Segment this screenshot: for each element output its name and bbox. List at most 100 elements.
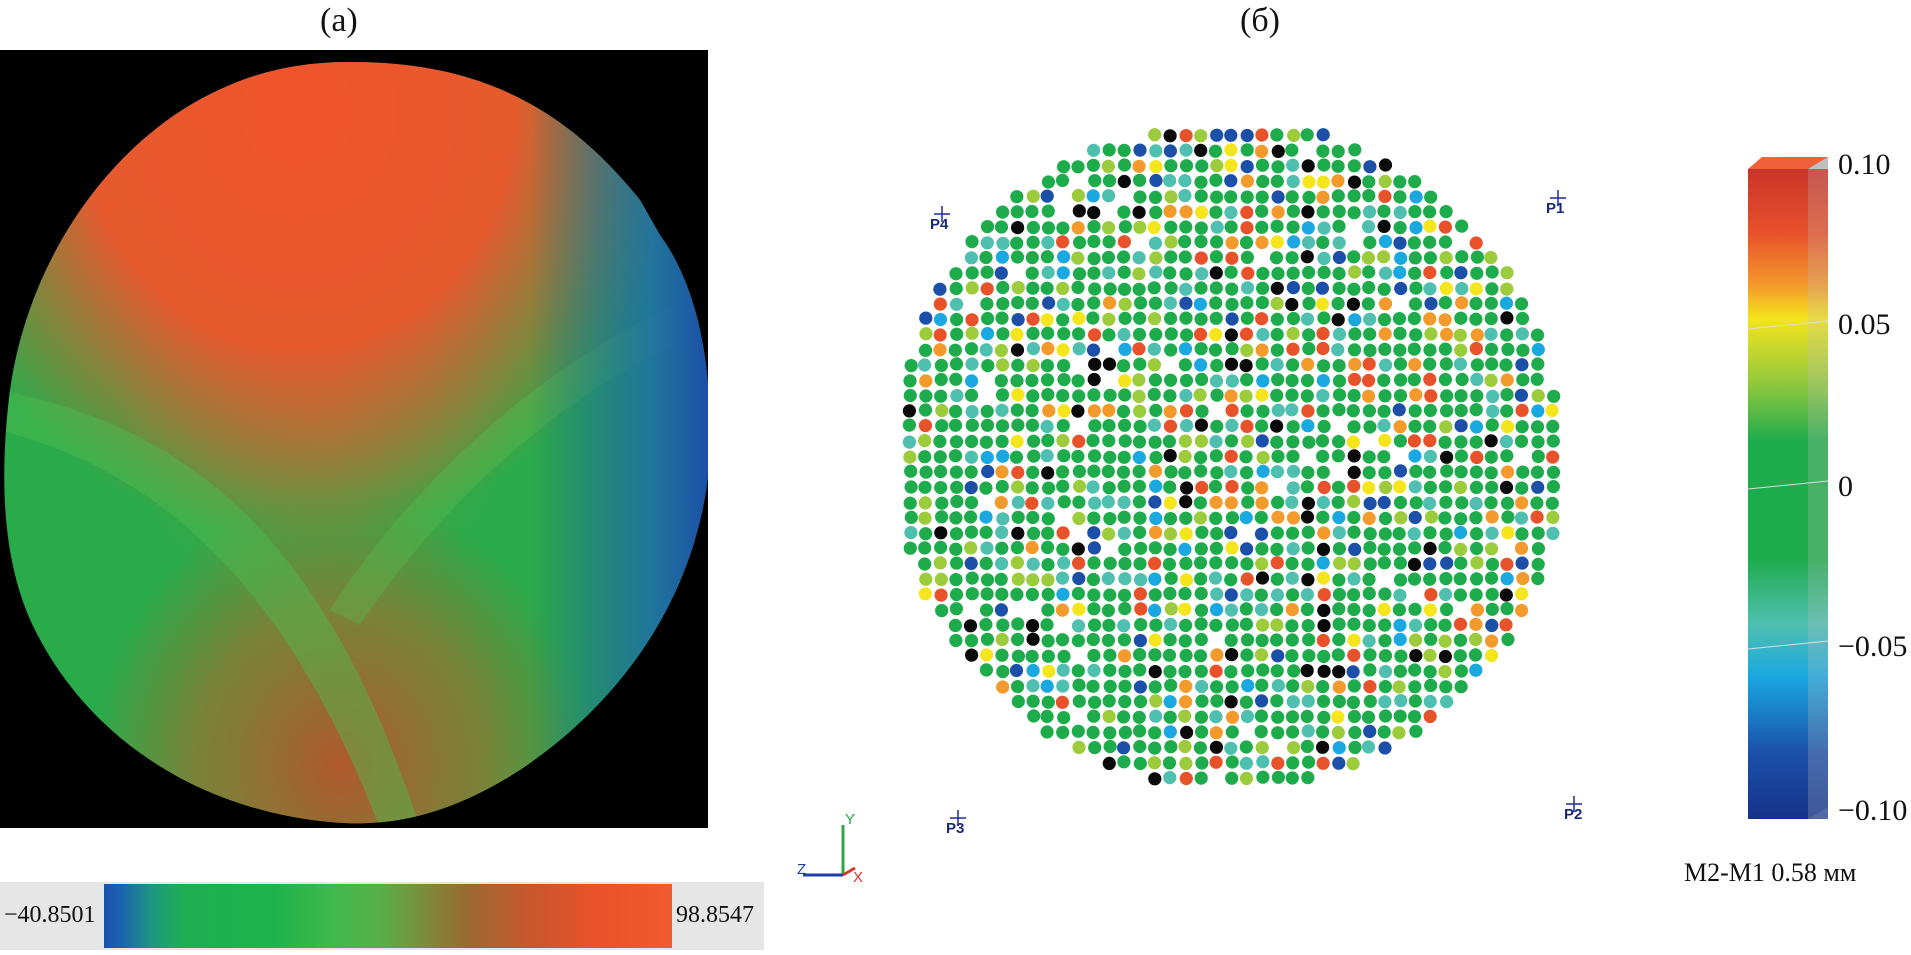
deviation-point [1515, 556, 1529, 570]
deviation-point [1224, 357, 1239, 371]
deviation-point [1301, 557, 1315, 571]
deviation-point [948, 618, 962, 633]
panel-a-color-scale: −40.8501 98.8547 [0, 882, 764, 950]
deviation-point [1286, 449, 1300, 463]
panel-b-label: (б) [1240, 2, 1280, 39]
deviation-point [1193, 496, 1207, 510]
deviation-point [1377, 556, 1391, 570]
deviation-point [1132, 342, 1146, 356]
deviation-point [1224, 665, 1238, 679]
deviation-point [1179, 311, 1193, 325]
deviation-point [1133, 143, 1147, 157]
deviation-point [1102, 756, 1116, 771]
deviation-point [1148, 190, 1163, 204]
deviation-point [1254, 588, 1268, 602]
deviation-point [1208, 479, 1223, 494]
deviation-point [1164, 220, 1178, 234]
deviation-point [933, 297, 947, 311]
deviation-point [1332, 587, 1346, 602]
deviation-point [1316, 633, 1330, 648]
deviation-point [1316, 680, 1330, 694]
deviation-point [949, 267, 963, 281]
deviation-point [1149, 709, 1163, 723]
deviation-point [1057, 373, 1071, 387]
deviation-point [1179, 495, 1193, 509]
deviation-point [918, 419, 933, 433]
deviation-point [1224, 741, 1238, 755]
deviation-point [1224, 174, 1238, 188]
deviation-point [1163, 174, 1177, 188]
deviation-point [918, 434, 932, 448]
deviation-point [1133, 739, 1147, 754]
deviation-point [1531, 480, 1545, 494]
deviation-point [1071, 297, 1085, 312]
deviation-point [919, 527, 933, 541]
deviation-point [1072, 694, 1086, 708]
deviation-point [1208, 343, 1223, 357]
deviation-point [1225, 771, 1239, 785]
deviation-point [1011, 572, 1025, 586]
deviation-point [995, 648, 1009, 662]
deviation-point [1378, 189, 1392, 203]
deviation-point [1239, 359, 1253, 373]
deviation-point [1254, 709, 1268, 723]
deviation-point [919, 311, 933, 325]
deviation-point [1392, 680, 1406, 694]
deviation-point [1286, 420, 1300, 434]
deviation-point [1103, 648, 1117, 662]
deviation-point [980, 265, 994, 279]
deviation-point [1163, 204, 1177, 218]
deviation-point [1363, 663, 1377, 677]
deviation-point [1300, 373, 1315, 388]
deviation-point [1148, 495, 1162, 509]
deviation-point [1468, 648, 1483, 662]
deviation-point [1302, 296, 1316, 310]
deviation-point [1378, 618, 1392, 632]
deviation-point [1055, 571, 1070, 585]
deviation-point [1210, 587, 1224, 601]
deviation-point [1086, 343, 1101, 357]
deviation-point [1026, 632, 1040, 646]
deviation-point [1041, 587, 1055, 602]
deviation-point [919, 389, 933, 403]
deviation-point [1057, 649, 1071, 664]
deviation-point [1363, 420, 1377, 434]
deviation-point [1317, 664, 1331, 678]
deviation-point [919, 327, 933, 341]
deviation-point [1454, 449, 1468, 463]
deviation-point [1026, 465, 1040, 479]
deviation-point [1149, 160, 1163, 174]
deviation-point [1255, 235, 1269, 250]
deviation-point [1392, 403, 1406, 417]
deviation-point [1286, 204, 1300, 218]
deviation-point [1285, 495, 1299, 509]
deviation-point [1225, 648, 1239, 662]
deviation-point [1148, 296, 1163, 310]
deviation-point [949, 281, 963, 296]
deviation-point [1362, 450, 1376, 464]
deviation-point [1041, 558, 1055, 572]
deviation-point [979, 663, 993, 677]
deviation-point [1209, 374, 1224, 388]
deviation-point [1163, 512, 1178, 526]
deviation-point [1241, 434, 1255, 448]
deviation-point [1438, 342, 1452, 356]
deviation-point [1285, 649, 1299, 663]
deviation-point [1317, 710, 1331, 725]
deviation-point [1102, 403, 1116, 417]
deviation-point [1148, 772, 1162, 786]
deviation-point [1026, 557, 1040, 571]
deviation-point [1300, 250, 1314, 264]
deviation-point [1209, 556, 1223, 570]
deviation-point [1011, 281, 1025, 295]
deviation-point [1056, 266, 1070, 280]
deviation-point [918, 557, 932, 571]
deviation-point [1347, 510, 1361, 525]
deviation-point [1132, 389, 1146, 403]
deviation-point [1499, 358, 1513, 372]
deviation-point [933, 328, 947, 342]
deviation-point [1072, 678, 1086, 692]
deviation-point [1057, 449, 1071, 463]
deviation-point [1332, 403, 1346, 417]
deviation-point [1040, 189, 1054, 203]
